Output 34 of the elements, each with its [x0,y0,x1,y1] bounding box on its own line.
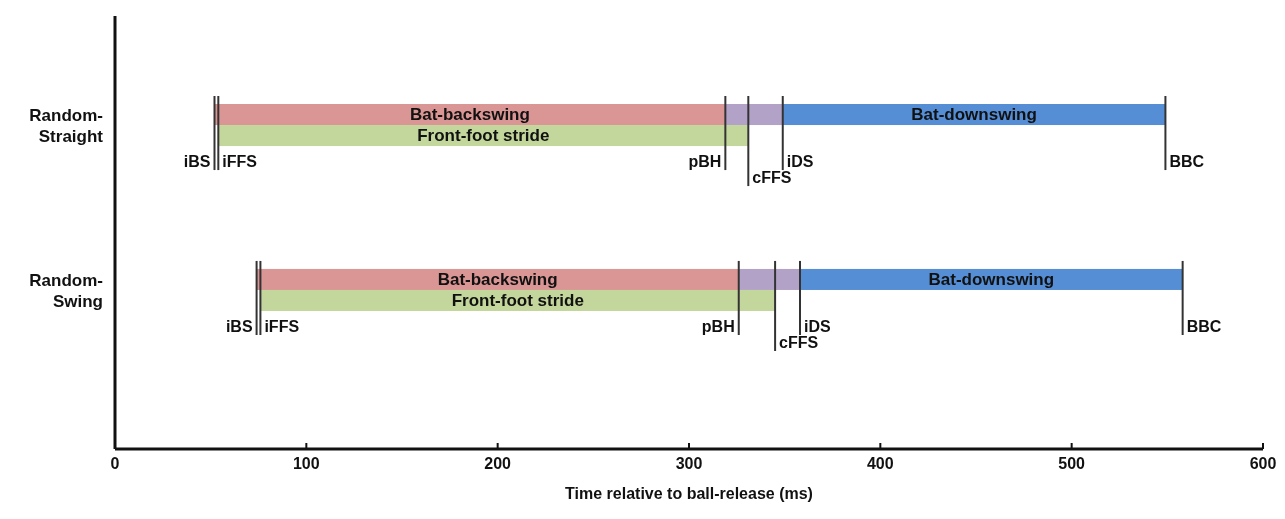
x-tick-label: 100 [292,455,320,472]
annotation: pBH [688,153,722,171]
x-tick-label: 500 [1058,455,1086,472]
x-axis-title: Time relative to ball-release (ms) [565,485,813,502]
bar [738,268,800,290]
series-label: Bat-downswing [928,270,1055,290]
x-tick-label: 0 [110,455,120,472]
annotation: pBH [701,318,735,335]
annotation: iBS [183,153,211,171]
annotation: cFFS [752,169,792,187]
annotation: iDS [803,318,831,335]
x-tick-label: 600 [1249,455,1277,472]
series-label: Bat-backswing [437,270,558,290]
bar [214,104,726,126]
annotation: iFFS [264,318,300,335]
annotation: iBS [225,318,253,335]
annotation: BBC [1186,318,1222,335]
text: Bat-downswing [911,105,1037,125]
annotation: iFFS [222,153,258,171]
bar [725,104,783,126]
annotation: iDS [786,153,814,171]
y-tick-label: Random-Swing [29,270,103,312]
x-tick-label: 200 [484,455,512,472]
y-tick-label: Random-Straight [29,105,104,147]
annotation: BBC [1169,153,1205,171]
text: Front-foot stride [417,126,550,146]
bar [256,268,739,290]
x-tick-label: 400 [866,455,894,472]
annotation: cFFS [779,334,819,351]
text: Bat-backswing [409,105,530,125]
bar [260,289,776,311]
series-label: Front-foot stride [451,291,584,311]
bar [218,125,749,147]
x-tick-label: 300 [675,455,703,472]
